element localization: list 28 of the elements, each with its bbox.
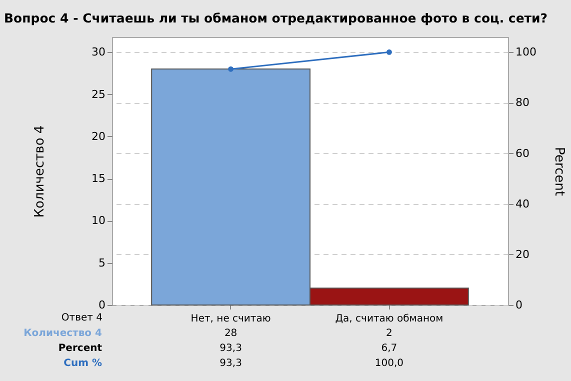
y-tick-label: 10	[92, 214, 106, 228]
y-tick-label: 0	[98, 298, 106, 312]
text: 93,3	[220, 343, 242, 354]
data-label: 100,0	[374, 358, 404, 369]
x-tick-label: Нет, не считаю	[190, 314, 271, 324]
text: 6,7	[381, 343, 398, 354]
data-label: 2	[386, 328, 392, 339]
y2-axis-title: Percent	[551, 147, 566, 196]
text: Количество 4	[24, 328, 102, 339]
text: Cum %	[64, 358, 102, 369]
y2-tick-label: 80	[516, 96, 530, 110]
y2-tick-label: 60	[516, 146, 530, 160]
data-label: 28	[224, 328, 238, 339]
y2-tick-label: 100	[516, 46, 536, 59]
y-axis-title: Количество 4	[32, 125, 48, 218]
y-tick-label: 25	[92, 88, 106, 101]
x-axis-title: Ответ 4	[61, 312, 102, 324]
y-tick-label: 15	[92, 172, 106, 186]
y-tick-label: 5	[98, 256, 106, 270]
y-tick-label: 30	[92, 46, 106, 59]
x-tick-label: Да, считаю обманом	[335, 314, 444, 324]
y-tick-label: 20	[92, 130, 106, 143]
data-label: 93,3	[220, 358, 242, 369]
y2-tick-label: 0	[516, 298, 522, 312]
y2-tick-label: 20	[516, 248, 530, 261]
chart-title: Вопрос 4 - Считаешь ли ты обманом отредактированное фото в соц. сети?	[4, 10, 548, 26]
y2-tick-label: 40	[516, 197, 530, 210]
text: Percent	[58, 343, 102, 354]
